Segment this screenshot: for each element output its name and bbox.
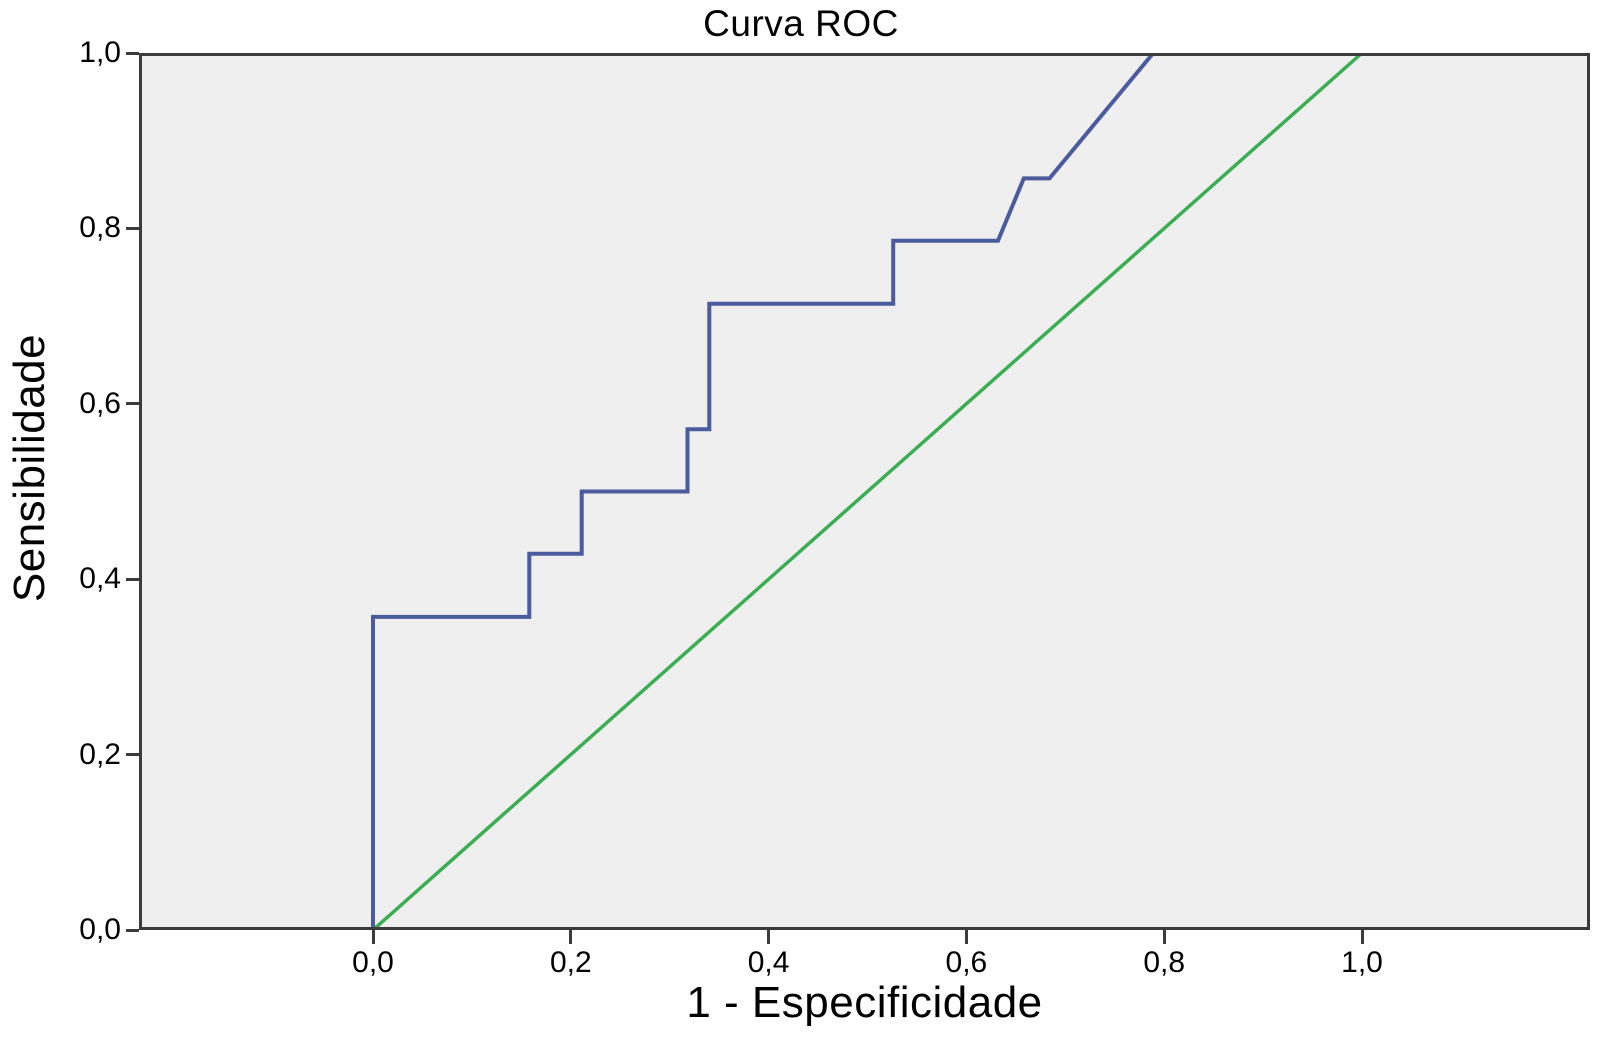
y-tick-label: 0,8 xyxy=(79,211,121,245)
y-tick-label: 0,0 xyxy=(79,913,121,946)
x-tick-label: 0,0 xyxy=(352,946,394,979)
chart-title: Curva ROC xyxy=(703,3,899,44)
x-tick-label: 0,6 xyxy=(945,946,988,979)
x-tick-mark xyxy=(1360,930,1364,944)
y-tick-mark xyxy=(126,226,139,230)
x-axis-label: 1 - Especificidade xyxy=(686,978,1043,1027)
x-tick-mark xyxy=(371,930,375,944)
y-tick-mark xyxy=(126,402,139,406)
x-tick-label: 0,4 xyxy=(747,946,790,979)
y-tick-mark xyxy=(126,51,139,55)
x-tick-mark xyxy=(569,930,573,944)
plot-frame xyxy=(139,53,1590,930)
x-tick-mark xyxy=(767,930,771,944)
x-tick-label: 0,8 xyxy=(1143,946,1186,979)
roc-curve-line xyxy=(371,53,1362,930)
series-group xyxy=(371,53,1364,930)
y-tick-mark xyxy=(126,928,139,932)
x-tick-label: 0,2 xyxy=(549,946,592,979)
x-tick-mark xyxy=(964,930,968,944)
x-tick-label: 1,0 xyxy=(1341,946,1383,979)
y-tick-mark xyxy=(126,577,139,581)
reference-diagonal-line xyxy=(371,53,1364,930)
y-tick-label: 0,2 xyxy=(79,737,121,771)
plot-area xyxy=(139,53,1590,930)
y-tick-mark xyxy=(126,753,139,757)
y-tick-label: 1,0 xyxy=(79,36,121,69)
y-tick-label: 0,6 xyxy=(79,386,121,420)
y-tick-label: 0,4 xyxy=(79,562,121,596)
x-tick-mark xyxy=(1162,930,1166,944)
roc-plot-canvas xyxy=(139,53,1590,930)
